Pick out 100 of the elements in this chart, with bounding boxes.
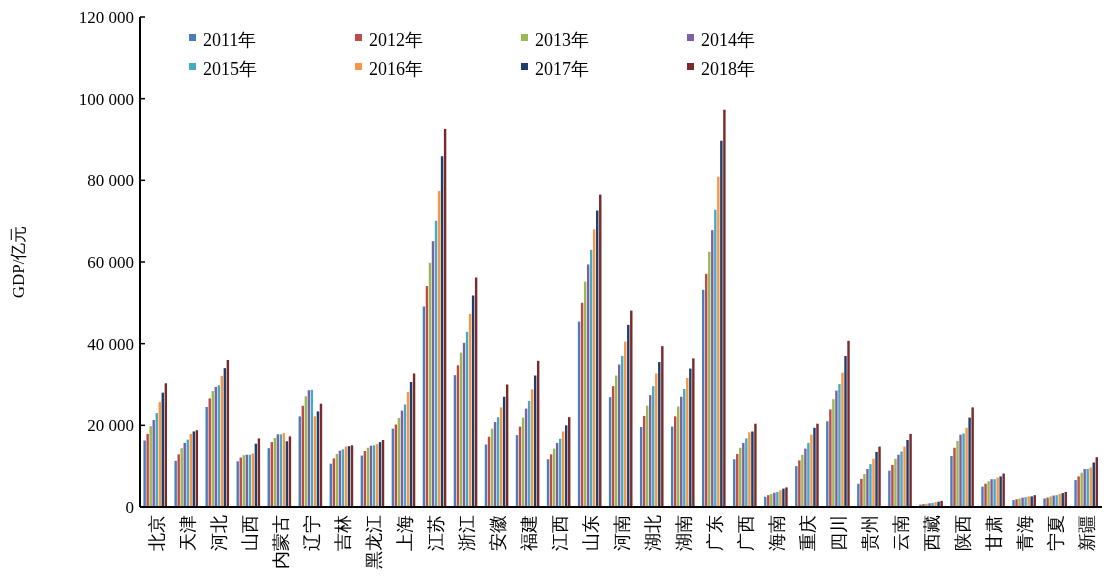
- bar: [745, 438, 748, 507]
- x-tick-label: 内蒙古: [270, 515, 291, 569]
- bar: [863, 473, 866, 507]
- bar: [1074, 480, 1077, 507]
- bar: [801, 454, 804, 507]
- x-tick-label: 陕西: [953, 515, 974, 551]
- legend-label: 2016年: [369, 59, 423, 79]
- x-tick-label: 河北: [208, 515, 229, 551]
- bar: [723, 109, 726, 507]
- x-tick-label: 云南: [891, 515, 912, 551]
- bar: [891, 464, 894, 507]
- x-tick-label: 山东: [580, 515, 601, 551]
- bar: [872, 458, 875, 507]
- bar: [717, 176, 720, 507]
- y-tick-label: 20 000: [87, 416, 134, 436]
- bar: [1077, 476, 1080, 507]
- y-tick-label: 100 000: [78, 89, 134, 109]
- x-tick-label: 江西: [549, 515, 570, 551]
- legend-label: 2018年: [701, 59, 755, 79]
- bar: [847, 340, 850, 507]
- bar: [686, 377, 689, 507]
- x-tick-label: 重庆: [798, 515, 819, 551]
- x-tick-label: 广东: [705, 515, 726, 551]
- y-tick-label: 0: [125, 498, 134, 517]
- y-tick-label: 40 000: [87, 334, 134, 354]
- legend-label: 2011年: [203, 30, 257, 50]
- bar: [798, 460, 801, 507]
- x-tick-label: 四川: [829, 515, 850, 551]
- bar: [888, 470, 891, 507]
- x-tick-label: 辽宁: [301, 515, 322, 551]
- bar: [956, 440, 959, 507]
- x-tick-label: 天津: [177, 515, 198, 551]
- bar: [971, 407, 974, 507]
- x-tick-label: 宁夏: [1046, 515, 1067, 551]
- bar: [177, 454, 180, 507]
- x-tick-label: 上海: [394, 515, 415, 551]
- bar: [968, 417, 971, 507]
- bar: [205, 406, 208, 507]
- y-tick-label: 80 000: [87, 171, 134, 191]
- bar: [950, 455, 953, 507]
- y-axis-title: GDP/亿元: [9, 225, 28, 299]
- bar: [875, 451, 878, 507]
- x-tick-label: 广西: [736, 515, 757, 551]
- bar: [835, 390, 838, 507]
- legend-label: 2012年: [369, 30, 423, 50]
- bar: [146, 433, 149, 507]
- bar: [894, 458, 897, 507]
- bar: [714, 209, 717, 507]
- x-tick-label: 湖南: [674, 515, 695, 551]
- x-tick-label: 吉林: [332, 515, 353, 551]
- bar: [965, 427, 968, 507]
- bar: [826, 421, 829, 507]
- bar: [795, 466, 798, 507]
- x-tick-label: 贵州: [860, 515, 881, 551]
- legend-label: 2014年: [701, 30, 755, 50]
- x-tick-label: 河南: [612, 515, 632, 551]
- bar: [866, 469, 869, 507]
- bar: [909, 433, 912, 507]
- bar: [658, 362, 661, 507]
- bar: [742, 442, 745, 507]
- bar: [906, 440, 909, 507]
- bar: [829, 409, 832, 507]
- bar: [838, 384, 841, 507]
- bar: [180, 448, 183, 507]
- bar: [661, 346, 664, 507]
- legend-label: 2015年: [203, 59, 257, 79]
- bar: [844, 355, 847, 507]
- x-tick-label: 湖北: [643, 515, 664, 551]
- x-tick-label: 浙江: [456, 515, 477, 551]
- y-tick-label: 60 000: [87, 253, 134, 272]
- bar: [149, 426, 152, 507]
- bar: [953, 447, 956, 507]
- y-tick-label: 120 000: [78, 8, 134, 27]
- bar: [720, 140, 723, 507]
- x-tick-label: 福建: [518, 515, 539, 551]
- bar: [841, 372, 844, 507]
- x-tick-label: 青海: [1015, 515, 1036, 551]
- bar: [832, 399, 835, 507]
- bar: [807, 442, 810, 507]
- bar: [857, 483, 860, 507]
- x-tick-label: 海南: [767, 515, 788, 551]
- bar: [152, 420, 155, 507]
- bar: [804, 448, 807, 507]
- bar: [754, 423, 757, 507]
- bar: [869, 464, 872, 507]
- x-tick-label: 江苏: [425, 515, 446, 551]
- bar: [878, 446, 881, 507]
- bar: [174, 460, 177, 507]
- x-tick-label: 新疆: [1077, 515, 1098, 551]
- legend-label: 2013年: [535, 30, 589, 50]
- bar: [689, 368, 692, 507]
- x-tick-label: 甘肃: [984, 515, 1005, 551]
- x-tick-label: 北京: [146, 515, 167, 551]
- x-tick-label: 安徽: [487, 515, 508, 551]
- bar: [816, 423, 819, 507]
- x-tick-label: 西藏: [922, 515, 943, 551]
- legend-label: 2017年: [535, 59, 589, 79]
- bar: [143, 440, 146, 507]
- x-tick-label: 黑龙江: [363, 515, 384, 569]
- x-tick-label: 山西: [239, 515, 260, 551]
